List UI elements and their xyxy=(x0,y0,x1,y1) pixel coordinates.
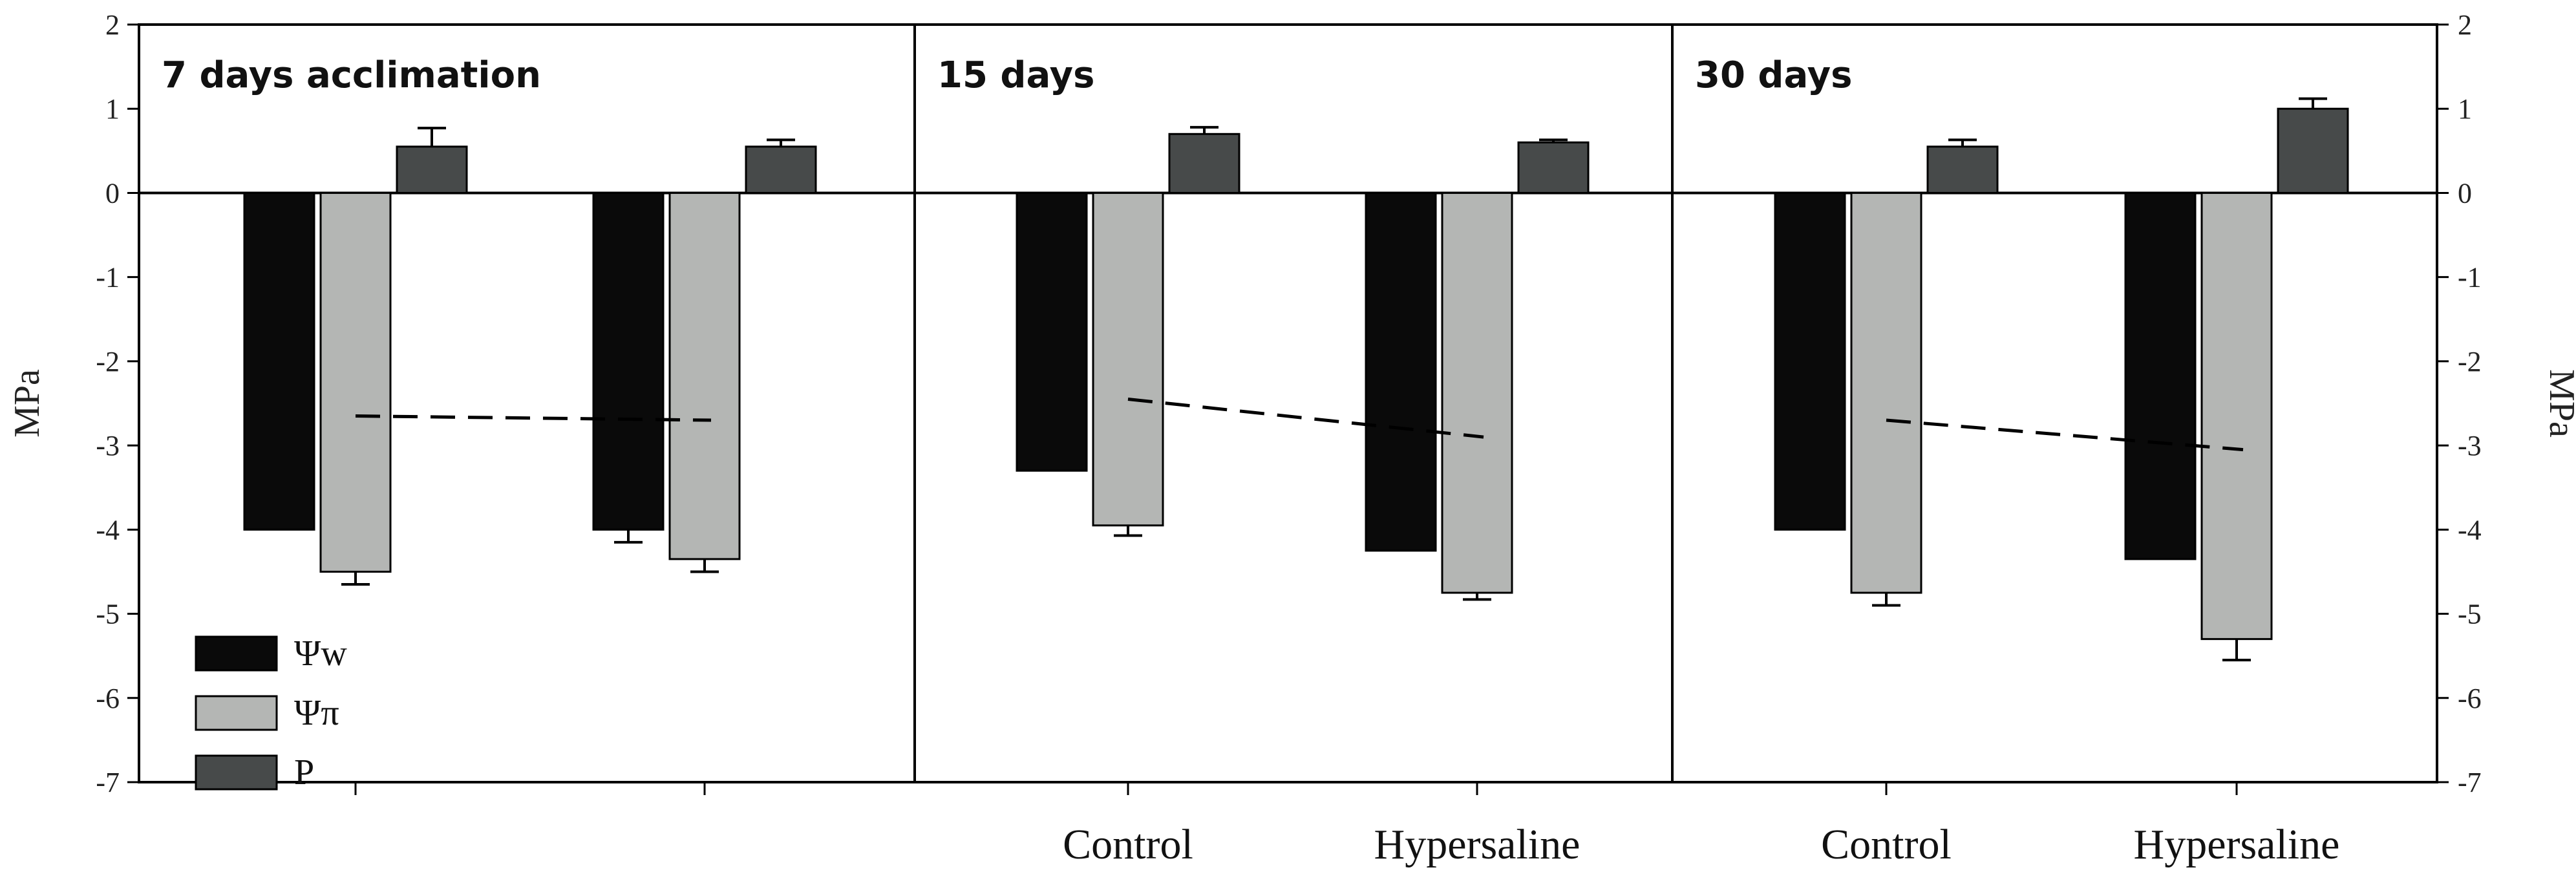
dashed-line-1 xyxy=(1127,398,1484,439)
bar-2-1-1 xyxy=(2200,191,2273,641)
left-tick-label: -6 xyxy=(96,683,120,714)
bar-1-0-0 xyxy=(1016,191,1088,472)
bar-2-0-0 xyxy=(1774,191,1846,531)
bar-1-1-0 xyxy=(1092,191,1164,527)
bar-1-0-1 xyxy=(1365,191,1437,552)
right-tick-label: -3 xyxy=(2458,430,2482,462)
category-label: Hypersaline xyxy=(1374,821,1581,868)
left-tick-label: -7 xyxy=(96,767,120,798)
dashed-line-2 xyxy=(1886,418,2244,452)
left-tick-label: -2 xyxy=(96,346,120,378)
right-tick-label: -5 xyxy=(2458,599,2482,630)
bar-0-0-0 xyxy=(243,191,315,531)
category-label: Hypersaline xyxy=(2134,821,2340,868)
bar-2-2-1 xyxy=(2277,107,2349,194)
right-tick-label: 0 xyxy=(2458,177,2472,209)
left-tick-label: 0 xyxy=(105,177,120,209)
bar-2-2-0 xyxy=(1926,145,1999,194)
left-tick-label: -3 xyxy=(96,430,120,462)
bar-0-1-1 xyxy=(668,191,741,560)
dashed-line-0 xyxy=(355,414,712,422)
bar-2-1-0 xyxy=(1850,191,1922,594)
category-label: Control xyxy=(1821,821,1952,868)
plot-frame xyxy=(138,23,2438,783)
bar-1-2-1 xyxy=(1517,141,1590,194)
y-axis-title-left: MPa xyxy=(7,369,47,438)
right-tick-label: -1 xyxy=(2458,262,2482,293)
left-tick-label: -5 xyxy=(96,599,120,630)
right-tick-label: -4 xyxy=(2458,514,2482,546)
panel-title-0: 7 days acclimation xyxy=(162,54,541,96)
legend-swatch-1 xyxy=(195,695,278,731)
legend-label-2: P xyxy=(294,752,314,793)
bar-1-2-0 xyxy=(1168,133,1240,194)
category-label: Control xyxy=(1063,821,1193,868)
bar-0-2-1 xyxy=(745,145,817,194)
bar-0-0-1 xyxy=(592,191,665,531)
right-tick-label: 2 xyxy=(2458,9,2472,41)
bar-0-1-0 xyxy=(319,191,392,573)
panel-title-1: 15 days xyxy=(937,54,1094,96)
bar-2-0-1 xyxy=(2124,191,2197,560)
left-tick-label: -1 xyxy=(96,262,120,293)
left-tick-label: 2 xyxy=(105,9,120,41)
right-tick-label: 1 xyxy=(2458,93,2472,125)
y-axis-title-right: MPa xyxy=(2542,369,2576,438)
legend-swatch-2 xyxy=(195,754,278,791)
left-tick-label: -4 xyxy=(96,514,120,546)
legend-swatch-0 xyxy=(195,635,278,672)
legend-label-0: Ψw xyxy=(294,633,347,674)
legend-label-1: Ψπ xyxy=(294,693,339,733)
bar-0-2-0 xyxy=(396,145,468,194)
right-tick-label: -6 xyxy=(2458,683,2482,714)
right-tick-label: -7 xyxy=(2458,767,2482,798)
left-tick-label: 1 xyxy=(105,93,120,125)
right-tick-label: -2 xyxy=(2458,346,2482,378)
panel-title-2: 30 days xyxy=(1695,54,1852,96)
bar-1-1-1 xyxy=(1441,191,1513,594)
